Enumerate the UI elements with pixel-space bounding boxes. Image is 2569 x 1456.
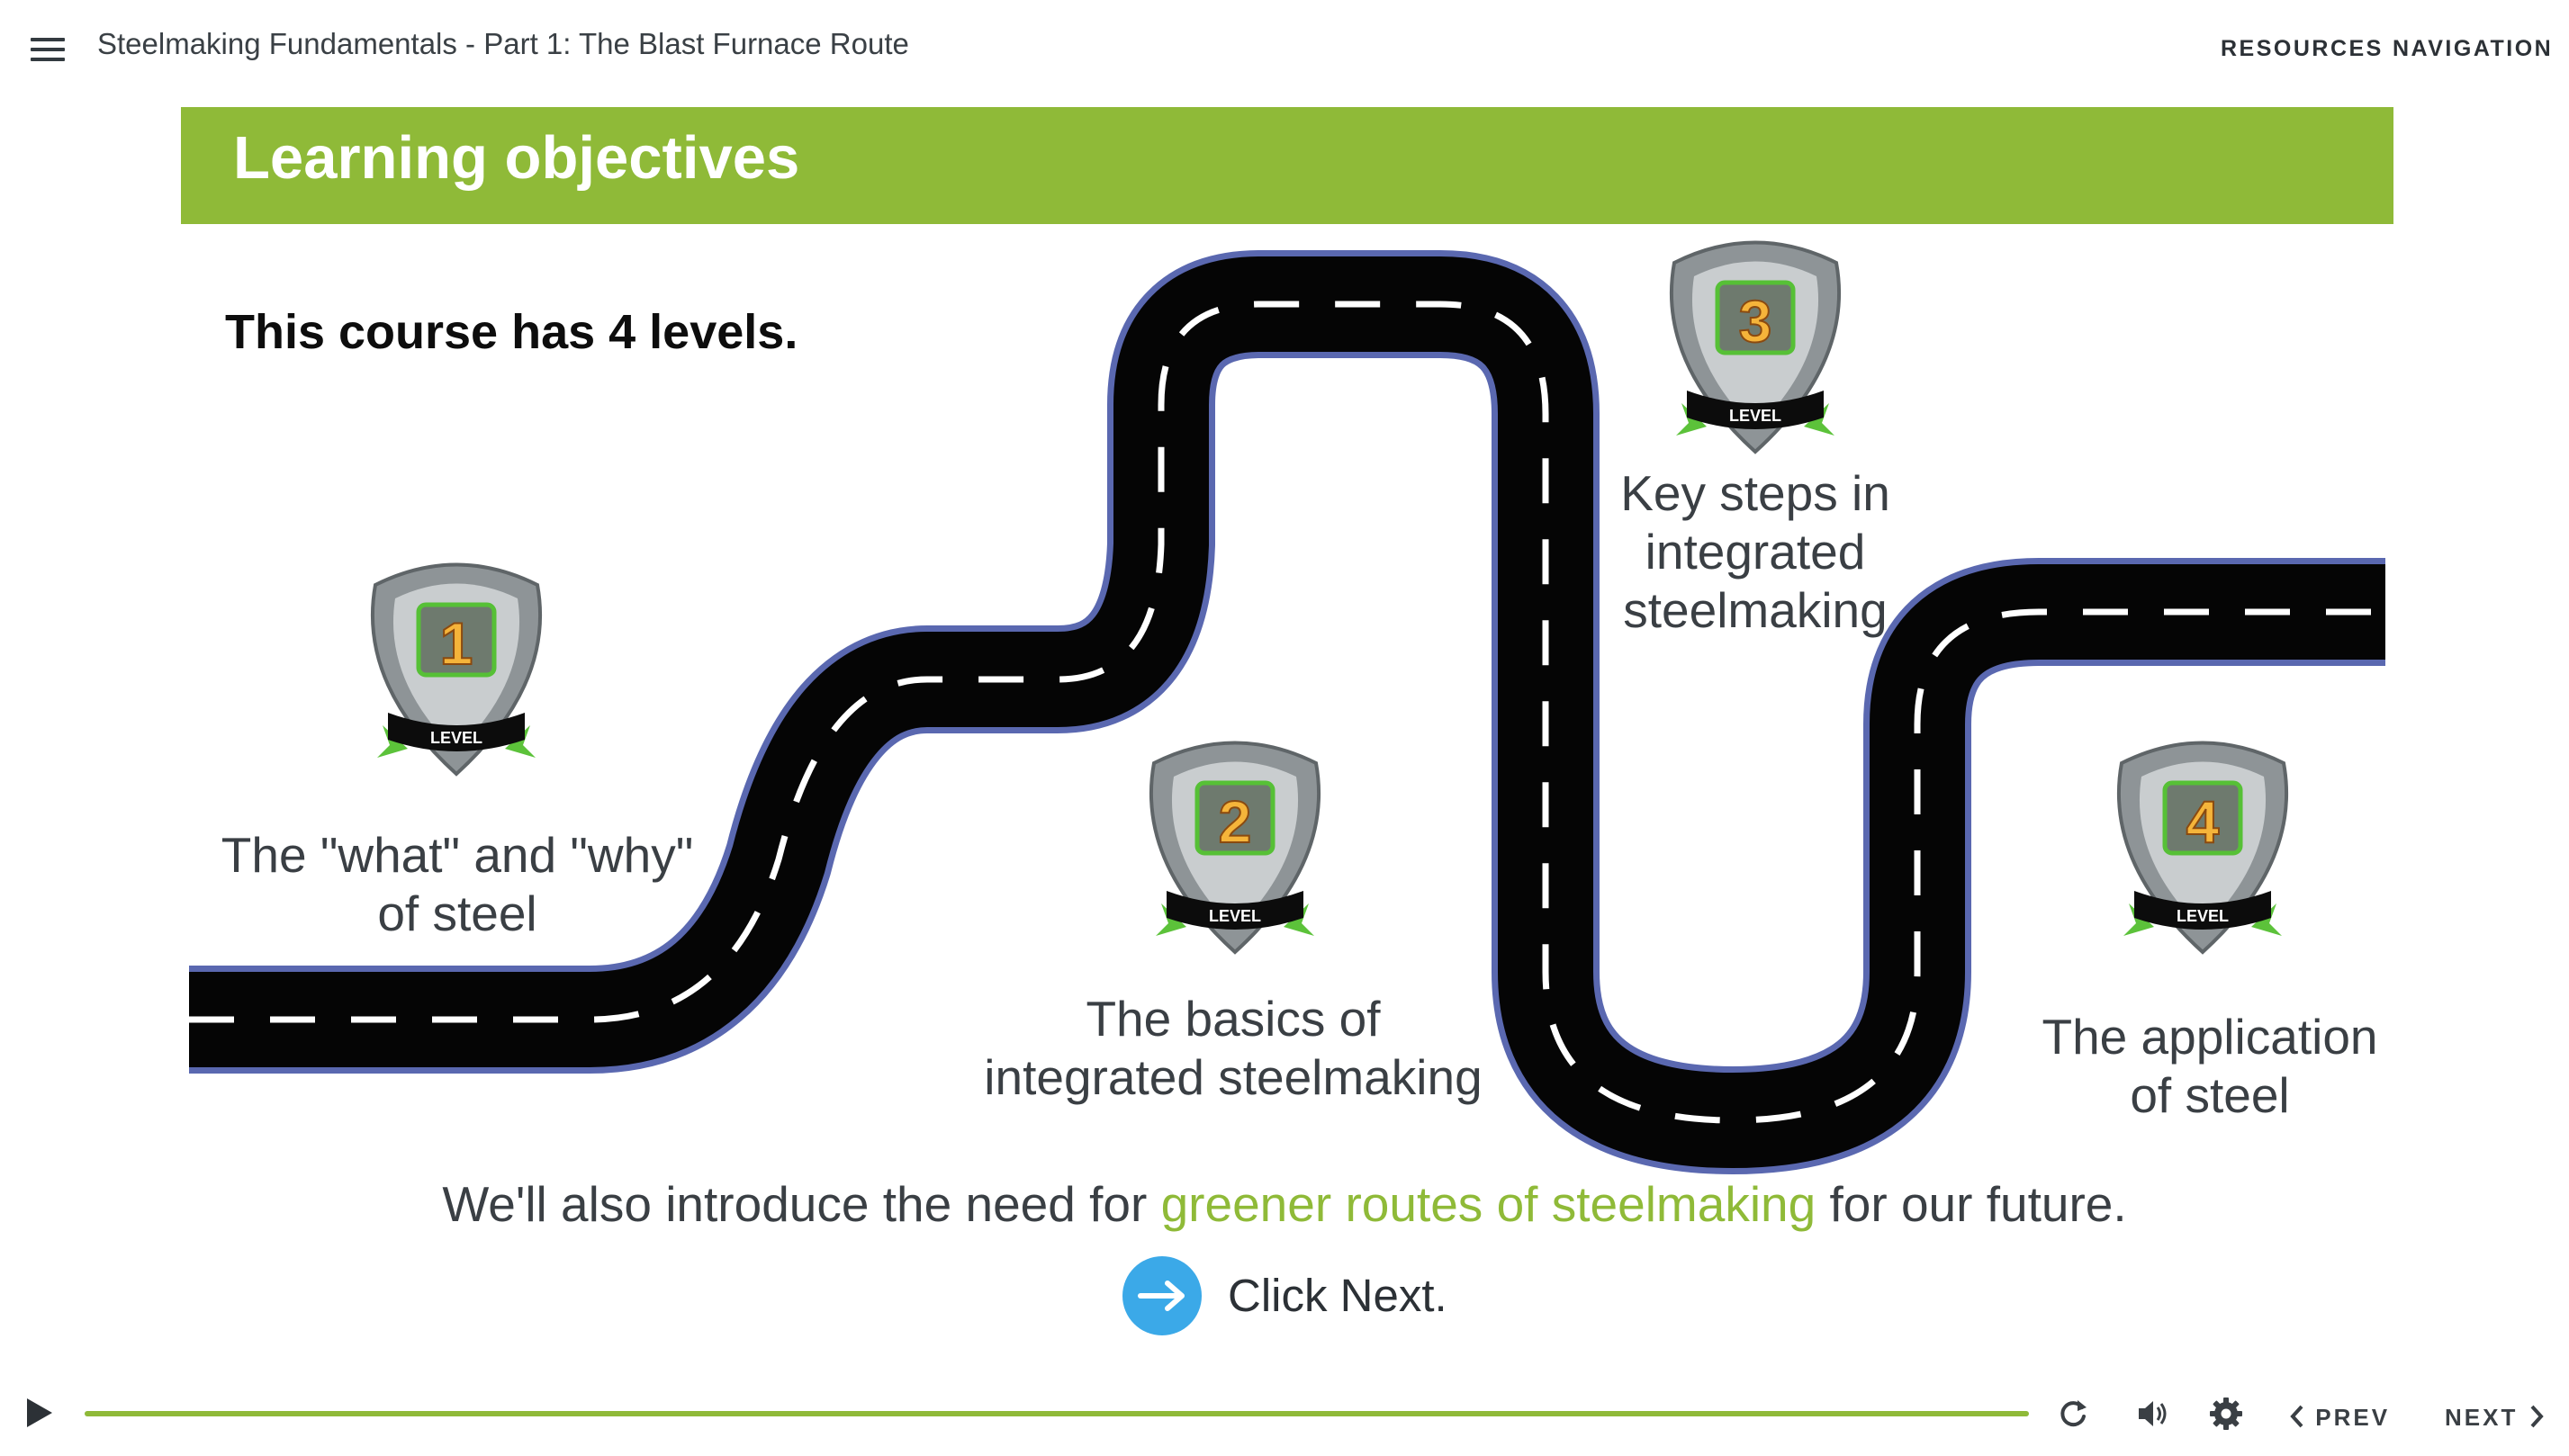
- slide-header-bar: Learning objectives: [181, 107, 2393, 224]
- settings-icon[interactable]: [2207, 1395, 2245, 1433]
- level-4-badge: LEVEL: [2177, 907, 2229, 925]
- chevron-left-icon: [2290, 1405, 2303, 1428]
- level-3-number: 3: [1739, 288, 1772, 355]
- top-bar: Steelmaking Fundamentals - Part 1: The B…: [0, 0, 2569, 95]
- prev-button[interactable]: PREV: [2288, 1404, 2390, 1432]
- player-controls: PREV NEXT: [0, 1373, 2569, 1456]
- winding-road-illustration: [189, 250, 2385, 1174]
- levels-intro-text: This course has 4 levels.: [225, 305, 798, 359]
- resources-link[interactable]: RESOURCES: [2221, 36, 2384, 61]
- level-1-number: 1: [440, 610, 473, 677]
- slide-title: Learning objectives: [233, 124, 800, 192]
- level-4-shield-icon: 4 LEVEL: [2117, 741, 2288, 955]
- greener-routes-highlight: greener routes of steelmaking: [1160, 1176, 1816, 1232]
- level-2-badge: LEVEL: [1209, 907, 1261, 925]
- level-4-number: 4: [2186, 788, 2220, 855]
- level-3-badge: LEVEL: [1729, 407, 1781, 425]
- level-2-label: The basics of integrated steelmaking: [984, 991, 1483, 1105]
- level-1-shield-icon: 1 LEVEL: [371, 562, 542, 777]
- chevron-right-icon: [2530, 1405, 2544, 1428]
- level-4-label: The application of steel: [2042, 1009, 2378, 1123]
- progress-bar-fill: [85, 1411, 2029, 1416]
- arrow-right-icon: [1138, 1281, 1185, 1311]
- greener-routes-note: We'll also introduce the need for greene…: [442, 1176, 2127, 1232]
- level-1-label: The "what" and "why" of steel: [221, 827, 694, 941]
- level-2-number: 2: [1219, 788, 1252, 855]
- next-button[interactable]: NEXT: [2445, 1404, 2546, 1432]
- next-arrow-button[interactable]: [1122, 1256, 1202, 1335]
- slide-canvas: Learning objectives This course has 4 le…: [0, 95, 2569, 1373]
- play-icon[interactable]: [20, 1395, 56, 1431]
- level-2-shield-icon: 2 LEVEL: [1149, 741, 1321, 955]
- course-title: Steelmaking Fundamentals - Part 1: The B…: [97, 27, 909, 60]
- click-next-text: Click Next.: [1228, 1270, 1447, 1321]
- level-1-badge: LEVEL: [430, 729, 482, 747]
- volume-icon[interactable]: [2133, 1395, 2171, 1433]
- progress-bar[interactable]: [85, 1411, 2029, 1416]
- menu-icon[interactable]: [31, 38, 65, 61]
- navigation-link[interactable]: NAVIGATION: [2393, 36, 2554, 61]
- level-3-shield-icon: 3 LEVEL: [1670, 240, 1841, 454]
- replay-icon[interactable]: [2054, 1395, 2092, 1433]
- level-3-label: Key steps in integrated steelmaking: [1620, 465, 1890, 638]
